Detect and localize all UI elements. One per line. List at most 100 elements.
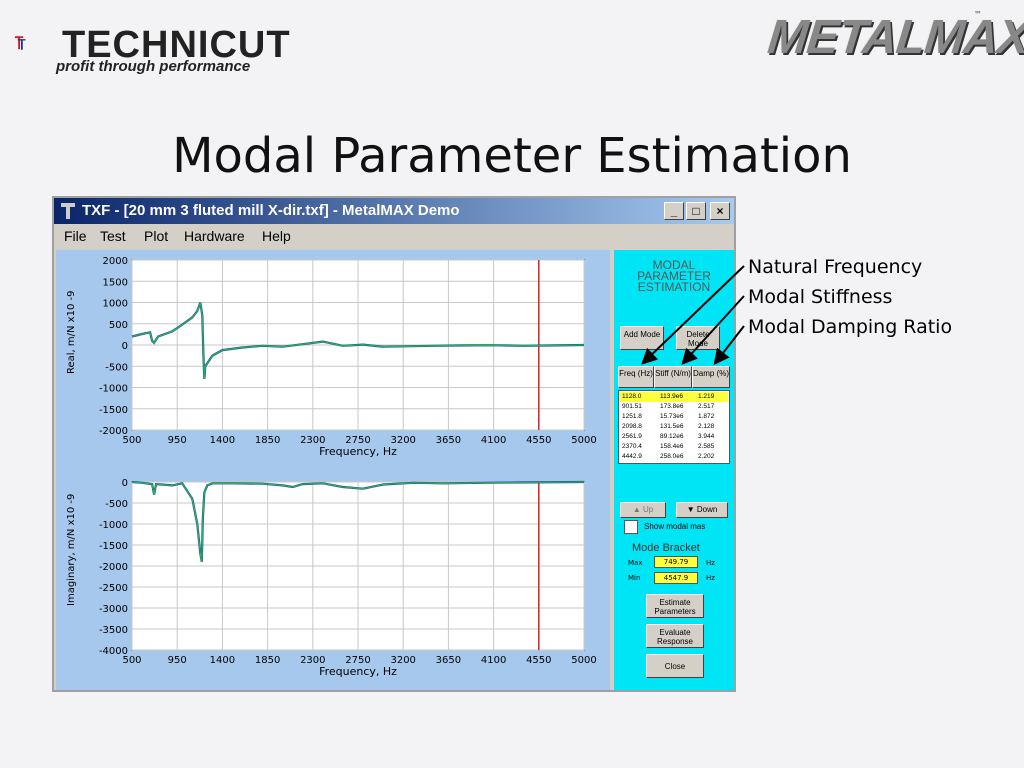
- table-row[interactable]: 4442.9 258.0e6 2.202: [620, 452, 728, 462]
- x-tick-label: 4550: [526, 655, 551, 666]
- technicut-tagline: profit through performance: [56, 58, 251, 75]
- x-tick-label: 5000: [571, 435, 596, 446]
- table-cell: 258.0e6: [660, 453, 684, 460]
- table-row[interactable]: 2370.4 158.4e6 2.585: [620, 442, 728, 452]
- menu-help[interactable]: Help: [262, 228, 291, 244]
- min-field[interactable]: 4547.9: [654, 572, 698, 584]
- window-titlebar[interactable]: TXF - [20 mm 3 fluted mill X-dir.txf] - …: [54, 198, 734, 224]
- x-tick-label: 2300: [300, 655, 325, 666]
- table-cell: 113.9e6: [660, 393, 684, 400]
- arrow-damp: [713, 325, 745, 366]
- max-unit: Hz: [706, 559, 715, 567]
- table-row[interactable]: 1251.8 15.73e6 1.872: [620, 412, 728, 422]
- table-cell: 2370.4: [622, 443, 642, 450]
- table-cell: 131.5e6: [660, 423, 684, 430]
- table-cell: 1128.0: [622, 393, 642, 400]
- x-tick-label: 1400: [210, 655, 235, 666]
- x-tick-label: 1400: [210, 435, 235, 446]
- y-tick-label: -3000: [99, 604, 128, 615]
- modal-estimation-panel: MODAL PARAMETER ESTIMATION Add Mode Dele…: [614, 250, 734, 690]
- y-tick-label: 0: [122, 341, 128, 352]
- y-tick-label: -3500: [99, 625, 128, 636]
- table-cell: 89.12e6: [660, 433, 684, 440]
- close-button[interactable]: Close: [646, 654, 704, 678]
- x-tick-label: 3200: [390, 655, 415, 666]
- annotation-natural-frequency: Natural Frequency: [748, 256, 923, 278]
- table-cell: 901.51: [622, 403, 642, 410]
- fitted-trace: [131, 302, 585, 380]
- add-mode-button[interactable]: Add Mode: [620, 326, 664, 350]
- annotation-modal-damping: Modal Damping Ratio: [748, 316, 953, 338]
- table-cell: 2.585: [698, 443, 715, 450]
- mode-bracket-label: Mode Bracket: [632, 542, 700, 554]
- table-cell: 3.944: [698, 433, 715, 440]
- show-modal-mass-checkbox[interactable]: [624, 520, 638, 534]
- down-button[interactable]: ▼ Down: [676, 502, 728, 518]
- fitted-trace: [131, 481, 585, 562]
- menu-test[interactable]: Test: [100, 228, 126, 244]
- table-row[interactable]: 1128.0 113.9e6 1.219: [620, 392, 728, 402]
- y-tick-label: -2000: [99, 426, 128, 437]
- table-row[interactable]: 2098.8 131.5e6 2.128: [620, 422, 728, 432]
- x-tick-label: 500: [122, 655, 141, 666]
- down-label: Down: [696, 505, 718, 514]
- x-axis-label: Frequency, Hz: [319, 445, 397, 458]
- close-window-button[interactable]: ×: [710, 202, 730, 220]
- x-tick-label: 4100: [481, 655, 506, 666]
- maximize-button[interactable]: □: [686, 202, 706, 220]
- damp-column-header[interactable]: Damp (%): [692, 366, 730, 388]
- max-label: Max: [628, 559, 643, 567]
- y-tick-label: -1500: [99, 405, 128, 416]
- table-cell: 1251.8: [622, 413, 642, 420]
- y-tick-label: 1000: [103, 299, 128, 310]
- table-cell: 2.128: [698, 423, 715, 430]
- menu-hardware[interactable]: Hardware: [184, 228, 245, 244]
- evaluate-response-button[interactable]: Evaluate Response: [646, 624, 704, 648]
- min-label: Min: [628, 574, 641, 582]
- up-button[interactable]: ▲ Up: [620, 502, 666, 518]
- y-tick-label: -1500: [99, 541, 128, 552]
- y-tick-label: 1500: [103, 277, 128, 288]
- table-cell: 1.219: [698, 393, 715, 400]
- y-tick-label: -1000: [99, 520, 128, 531]
- y-tick-label: -500: [105, 362, 128, 373]
- window-title: TXF - [20 mm 3 fluted mill X-dir.txf] - …: [82, 202, 460, 219]
- trademark-symbol: ™: [974, 10, 982, 19]
- stiff-column-header[interactable]: Stiff (N/m): [654, 366, 692, 388]
- technicut-logo-mark: [14, 36, 26, 50]
- freq-column-header[interactable]: Freq (Hz): [618, 366, 654, 388]
- table-row[interactable]: 901.51 173.8e6 2.517: [620, 402, 728, 412]
- x-tick-label: 1850: [255, 435, 280, 446]
- y-tick-label: 0: [122, 478, 128, 489]
- max-field[interactable]: 749.79: [654, 556, 698, 568]
- frf-charts[interactable]: 500 950 1400 1850 2300 2750 3200 3650 4100 4550 50…: [56, 250, 610, 690]
- y-tick-label: -4000: [99, 646, 128, 657]
- y-tick-label: 2000: [103, 256, 128, 267]
- minimize-button[interactable]: _: [664, 202, 684, 220]
- x-tick-label: 2300: [300, 435, 325, 446]
- menu-file[interactable]: File: [64, 228, 87, 244]
- x-tick-label: 950: [168, 655, 187, 666]
- y-tick-label: -2500: [99, 583, 128, 594]
- min-unit: Hz: [706, 574, 715, 582]
- estimate-parameters-button[interactable]: Estimate Parameters: [646, 594, 704, 618]
- annotation-modal-stiffness: Modal Stiffness: [748, 286, 893, 308]
- arrow-freq: [641, 265, 745, 365]
- x-tick-label: 3650: [436, 435, 461, 446]
- menu-plot[interactable]: Plot: [144, 228, 169, 244]
- app-icon: [61, 203, 75, 219]
- x-tick-label: 500: [122, 435, 141, 446]
- arrow-stiff: [681, 295, 745, 365]
- table-cell: 2.202: [698, 453, 715, 460]
- x-tick-label: 950: [168, 435, 187, 446]
- panel-heading-line: MODAL: [652, 258, 696, 272]
- table-row[interactable]: 2561.9 89.12e6 3.944: [620, 432, 728, 442]
- x-tick-label: 2750: [345, 435, 370, 446]
- mode-table[interactable]: 1128.0 113.9e6 1.219 901.51 173.8e6 2.517 1251…: [618, 390, 730, 464]
- x-tick-label: 3650: [436, 655, 461, 666]
- y-tick-label: -1000: [99, 384, 128, 395]
- annotation-list: Natural Frequency Modal Stiffness Modal …: [748, 252, 952, 342]
- table-cell: 4442.9: [622, 453, 642, 460]
- app-window: TXF - [20 mm 3 fluted mill X-dir.txf] - …: [52, 196, 736, 692]
- delete-mode-button[interactable]: Delete Mode: [676, 326, 720, 350]
